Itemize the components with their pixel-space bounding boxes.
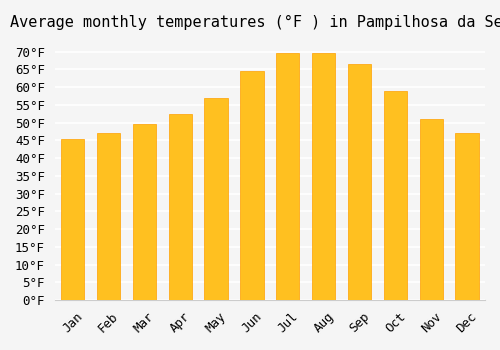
Bar — [312, 53, 336, 300]
Bar — [168, 114, 192, 300]
Bar — [132, 124, 156, 300]
Bar — [420, 119, 443, 300]
Bar — [97, 133, 120, 300]
Bar — [240, 71, 264, 300]
Bar — [456, 133, 478, 300]
Bar — [276, 53, 299, 300]
Bar — [348, 64, 371, 300]
Bar — [204, 98, 228, 300]
Bar — [384, 91, 407, 300]
Title: Average monthly temperatures (°F ) in Pampilhosa da Serra: Average monthly temperatures (°F ) in Pa… — [10, 15, 500, 30]
Bar — [61, 139, 84, 300]
